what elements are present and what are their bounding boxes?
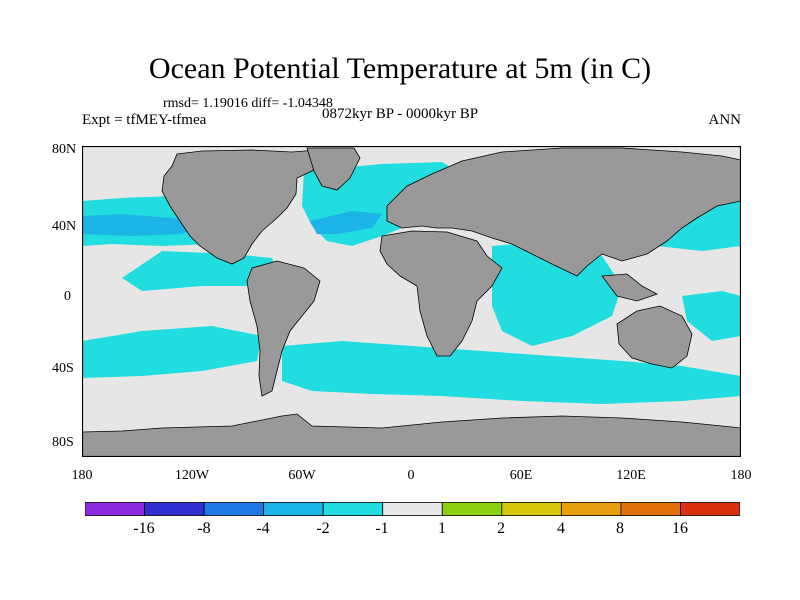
colorbar-label-3: -4	[256, 520, 270, 537]
colorbar-label-4: -2	[316, 520, 330, 537]
map-frame	[82, 146, 741, 457]
colorbar-box-10	[620, 502, 681, 516]
land-masses	[82, 147, 741, 457]
colorbar-box-7	[441, 502, 503, 516]
colorbar-box-6	[382, 502, 443, 516]
experiment-label: Expt = tfMEY-tfmea	[82, 112, 207, 128]
anomaly-southern-ocean	[282, 341, 741, 404]
lat-tick-0: 0	[64, 289, 71, 304]
anomaly-gulf-stream	[310, 211, 382, 234]
anomaly-indian-ocean	[492, 241, 622, 346]
colorbar-box-1	[85, 502, 145, 516]
colorbar-box-9	[560, 502, 622, 516]
colorbar-label-10: 16	[672, 520, 688, 537]
lon-tick-120e: 120E	[616, 468, 646, 483]
lon-tick-60w: 60W	[288, 468, 316, 483]
colorbar-label-9: 8	[616, 520, 624, 537]
colorbar	[85, 502, 740, 516]
colorbar-label-8: 4	[557, 520, 565, 537]
colorbar-label-5: -1	[375, 520, 389, 537]
colorbar-label-1: -16	[133, 520, 155, 537]
anomaly-tasman	[682, 291, 741, 341]
period-label: 0872kyr BP - 0000kyr BP	[322, 106, 479, 122]
plot-title: Ocean Potential Temperature at 5m (in C)	[148, 52, 652, 85]
lon-tick-60e: 60E	[509, 468, 533, 483]
lon-tick-120w: 120W	[174, 468, 210, 483]
colorbar-box-11	[680, 502, 740, 516]
colorbar-box-4	[263, 502, 324, 516]
colorbar-label-6: 1	[438, 520, 446, 537]
stats-label: rmsd= 1.19016 diff= -1.04348	[163, 96, 333, 111]
colorbar-box-8	[501, 502, 562, 516]
land-australia	[616, 305, 693, 369]
colorbar-label-2: -8	[197, 520, 211, 537]
lon-tick-180w: 180	[71, 468, 93, 483]
season-label: ANN	[708, 112, 742, 128]
lat-tick-40n: 40N	[52, 219, 77, 234]
lat-tick-80s: 80S	[52, 435, 74, 450]
land-antarctica	[82, 413, 741, 457]
anomaly-south-pacific	[82, 326, 262, 378]
land-southeast-asia	[601, 273, 658, 302]
lat-tick-40s: 40S	[52, 361, 74, 376]
colorbar-label-7: 2	[497, 520, 505, 537]
lon-tick-180e: 180	[730, 468, 752, 483]
land-greenland	[306, 147, 361, 191]
lon-tick-0: 0	[407, 468, 415, 483]
land-africa	[379, 230, 503, 357]
land-south-america	[246, 260, 321, 397]
anomaly-tropical-east-pacific	[122, 251, 282, 291]
land-eurasia	[386, 147, 741, 277]
anomaly-map	[82, 146, 741, 457]
colorbar-box-2	[144, 502, 205, 516]
lat-tick-80n: 80N	[52, 142, 77, 157]
anomaly-pacific-band	[82, 214, 202, 236]
colorbar-box-3	[203, 502, 265, 516]
colorbar-box-5	[322, 502, 384, 516]
